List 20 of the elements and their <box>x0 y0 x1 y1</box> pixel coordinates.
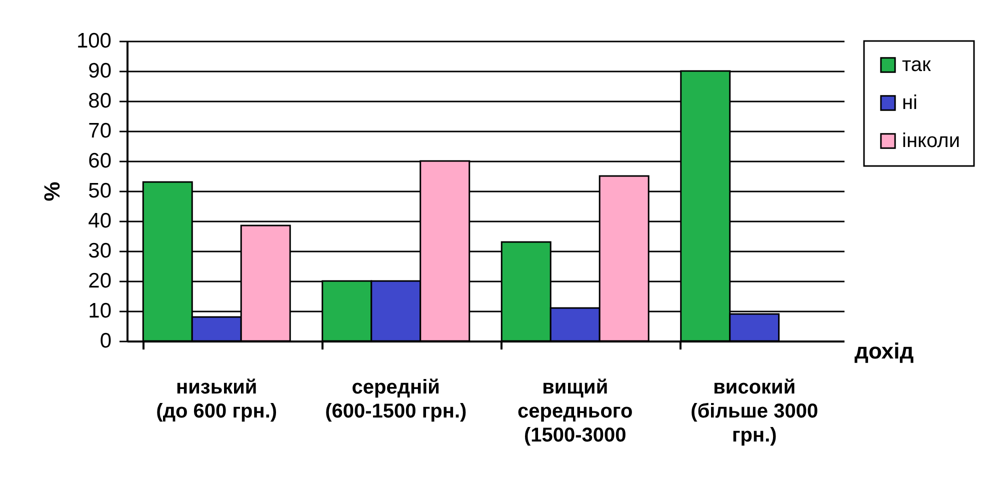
y-tick-label: 50 <box>88 180 112 202</box>
x-tick-label: середній (600-1500 грн.) <box>325 376 467 422</box>
x-tick-label: високий (більше 3000 грн.) <box>690 376 818 446</box>
y-tick-label: 70 <box>88 120 112 142</box>
y-tick-label: 60 <box>88 150 112 172</box>
y-axis-title: % <box>39 182 64 202</box>
legend-label: інколи <box>902 130 960 152</box>
y-tick-label: 90 <box>88 60 112 82</box>
y-tick-label: 100 <box>76 30 112 52</box>
y-tick-label: 80 <box>88 90 112 112</box>
y-tick-label: 30 <box>88 240 112 262</box>
legend-label: ні <box>902 92 918 114</box>
legend-label: так <box>902 54 932 76</box>
x-axis-title: дохід <box>854 338 914 364</box>
x-tick-label: низький (до 600 грн.) <box>156 376 278 422</box>
y-tick-label: 40 <box>88 210 112 232</box>
y-tick-label: 20 <box>88 270 112 292</box>
x-tick-label: вищий середнього (1500-3000 <box>518 376 633 446</box>
y-tick-label: 0 <box>100 330 112 352</box>
y-tick-label: 10 <box>88 300 112 322</box>
